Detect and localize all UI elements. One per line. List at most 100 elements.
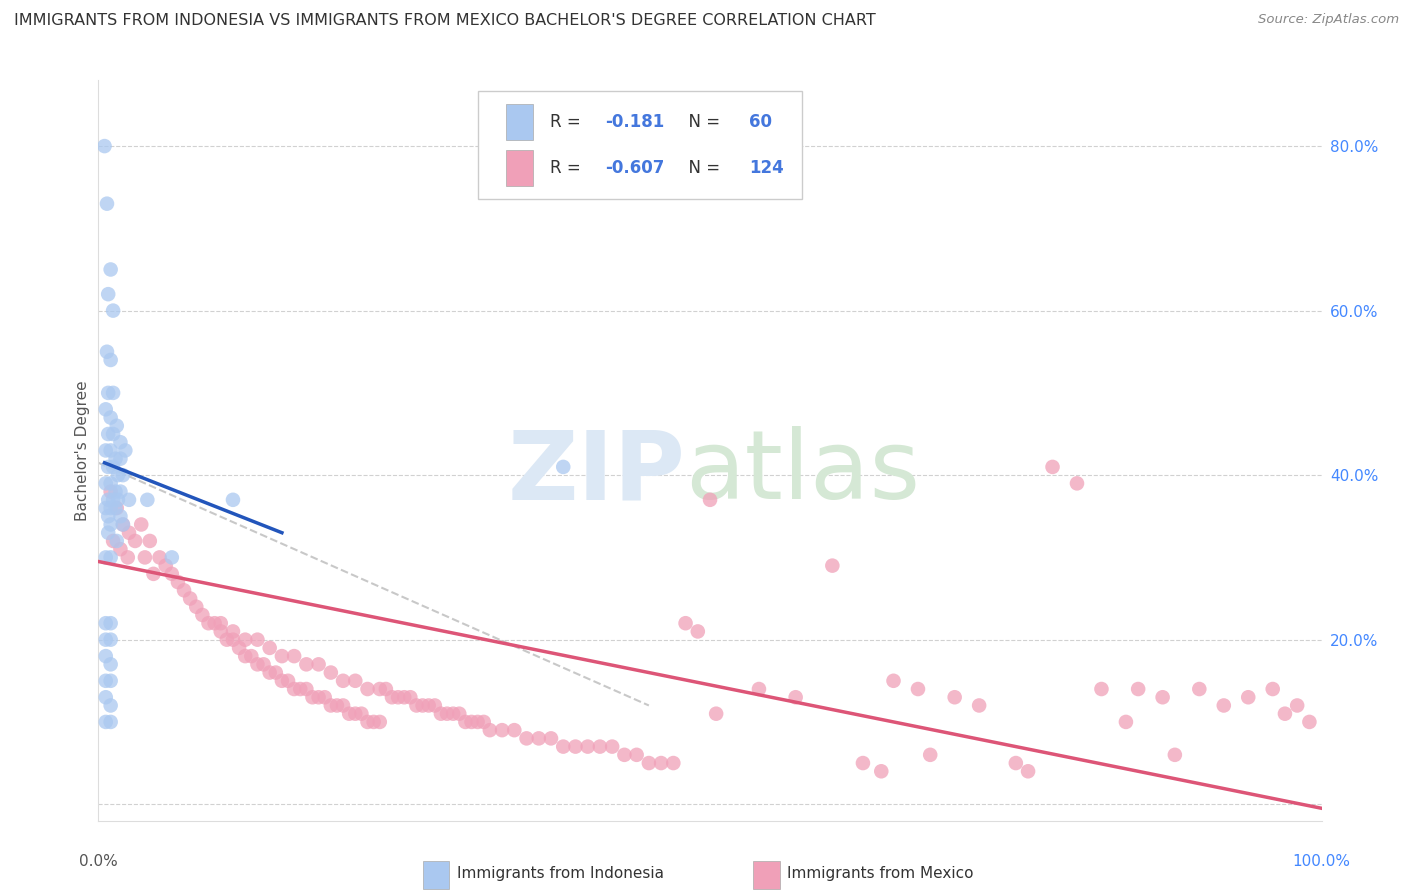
Point: [94, 550, 117, 565]
Point: [295, 657, 318, 672]
Point: [100, 673, 122, 688]
Point: [259, 665, 281, 680]
Point: [94, 476, 117, 491]
Point: [283, 681, 305, 696]
Point: [1274, 706, 1296, 721]
Point: [222, 632, 245, 647]
Point: [626, 747, 648, 762]
Point: [97, 492, 120, 507]
Point: [209, 624, 232, 639]
Text: 0.0%: 0.0%: [79, 854, 118, 869]
Point: [821, 558, 844, 573]
Point: [105, 501, 128, 516]
Point: [423, 698, 446, 713]
Point: [100, 353, 122, 368]
Point: [441, 706, 464, 721]
Point: [101, 459, 124, 474]
Point: [94, 673, 117, 688]
Point: [290, 681, 312, 696]
Point: [363, 714, 385, 729]
Point: [107, 468, 129, 483]
Point: [118, 525, 141, 540]
Point: [209, 616, 232, 631]
Point: [104, 501, 127, 516]
Point: [100, 632, 122, 647]
Point: [204, 616, 226, 631]
Point: [553, 459, 575, 474]
Point: [1164, 747, 1187, 762]
Point: [704, 706, 727, 721]
Point: [129, 517, 152, 532]
Point: [326, 698, 349, 713]
Point: [319, 698, 342, 713]
Point: [449, 706, 471, 721]
Point: [686, 624, 709, 639]
Point: [186, 599, 208, 614]
Point: [332, 673, 354, 688]
Point: [368, 714, 391, 729]
Text: -0.607: -0.607: [605, 159, 664, 177]
Point: [96, 344, 118, 359]
Point: [1115, 714, 1137, 729]
Point: [270, 649, 294, 664]
Point: [97, 385, 120, 400]
Point: [436, 706, 458, 721]
Point: [277, 673, 299, 688]
Point: [1090, 681, 1112, 696]
Point: [97, 525, 120, 540]
Point: [515, 731, 537, 746]
FancyBboxPatch shape: [423, 861, 450, 888]
Point: [111, 517, 134, 532]
Point: [222, 492, 245, 507]
Text: N =: N =: [678, 113, 725, 131]
Point: [662, 756, 685, 770]
Point: [94, 649, 117, 664]
Point: [503, 723, 526, 738]
Text: 124: 124: [749, 159, 785, 177]
Point: [246, 632, 269, 647]
Point: [155, 558, 177, 573]
Point: [405, 698, 427, 713]
Text: 100.0%: 100.0%: [1292, 854, 1351, 869]
Point: [1042, 459, 1064, 474]
Point: [117, 550, 139, 565]
Point: [387, 690, 409, 705]
Point: [259, 640, 281, 655]
Point: [907, 681, 929, 696]
Point: [97, 509, 120, 524]
Point: [111, 517, 134, 532]
Point: [94, 616, 117, 631]
Point: [100, 410, 122, 425]
Point: [1286, 698, 1309, 713]
Point: [613, 747, 636, 762]
Y-axis label: Bachelor's Degree: Bachelor's Degree: [75, 380, 90, 521]
Point: [319, 665, 342, 680]
Point: [356, 681, 378, 696]
Point: [576, 739, 599, 754]
Point: [600, 739, 623, 754]
Point: [197, 616, 219, 631]
Text: -0.181: -0.181: [605, 113, 664, 131]
Point: [104, 484, 127, 499]
Point: [167, 575, 190, 590]
Point: [467, 714, 489, 729]
FancyBboxPatch shape: [478, 91, 801, 199]
Point: [252, 657, 274, 672]
Point: [527, 731, 550, 746]
Point: [852, 756, 875, 770]
Point: [478, 723, 501, 738]
Point: [124, 533, 146, 548]
Point: [97, 427, 120, 442]
Point: [101, 303, 124, 318]
Point: [96, 196, 118, 211]
Point: [110, 484, 132, 499]
Point: [94, 402, 117, 417]
Point: [920, 747, 942, 762]
Point: [94, 714, 117, 729]
Point: [1261, 681, 1284, 696]
Point: [564, 739, 586, 754]
Point: [460, 714, 482, 729]
Point: [381, 690, 404, 705]
Point: [94, 632, 117, 647]
Point: [264, 665, 287, 680]
